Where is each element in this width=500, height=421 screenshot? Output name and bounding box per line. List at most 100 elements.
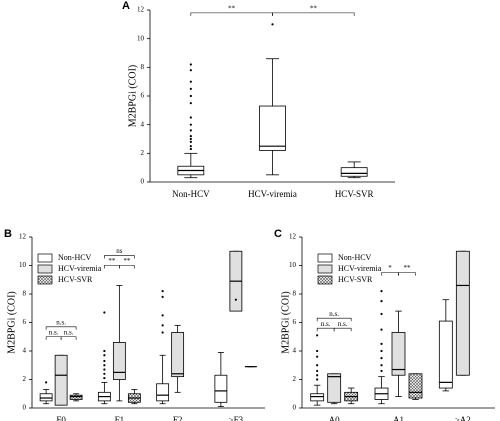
outlier <box>316 355 319 358</box>
outlier <box>189 116 192 119</box>
box <box>69 394 83 400</box>
outlier <box>189 102 192 105</box>
significance-label: ** <box>123 257 131 265</box>
legend-swatch <box>37 253 53 263</box>
outlier <box>161 314 164 317</box>
outlier <box>189 87 192 90</box>
outlier <box>271 23 274 26</box>
outlier <box>316 349 319 353</box>
significance-bracket <box>333 327 352 332</box>
outlier <box>189 69 192 72</box>
significance-bracket <box>316 327 335 332</box>
significance-label: * <box>388 264 392 272</box>
y-tick-label: 6 <box>293 318 297 326</box>
y-tick-label: 2 <box>23 375 27 383</box>
box <box>214 374 228 403</box>
significance-label: n.s. <box>338 320 348 328</box>
outlier <box>380 349 383 353</box>
box <box>327 373 342 403</box>
significance-label: n.s. <box>321 320 331 328</box>
y-axis-label: M2BPGi (COI) <box>6 291 17 354</box>
legend-label: HCV-SVR <box>58 275 93 284</box>
x-tick-label: F0 <box>56 415 66 421</box>
outlier <box>234 298 237 301</box>
legend-label: Non-HCV <box>58 253 92 262</box>
significance-bracket <box>45 336 62 340</box>
outlier <box>189 135 192 138</box>
outlier <box>189 80 192 83</box>
box <box>310 393 325 402</box>
outlier <box>103 311 106 314</box>
y-tick-label: 8 <box>23 290 27 298</box>
y-tick-label: 0 <box>23 404 27 412</box>
significance-label: n.s. <box>49 328 59 336</box>
box <box>455 250 470 376</box>
outlier <box>103 368 106 371</box>
significance-label: ns <box>116 247 123 255</box>
outlier <box>316 369 319 373</box>
outlier <box>161 290 164 293</box>
box <box>340 167 368 177</box>
box <box>54 354 68 406</box>
box <box>171 332 185 378</box>
box <box>391 332 406 376</box>
y-tick-label: 8 <box>293 290 297 298</box>
outlier <box>161 295 164 298</box>
outlier <box>189 123 192 126</box>
outlier <box>161 331 164 334</box>
significance-label: n.s. <box>56 318 66 326</box>
y-tick-label: 12 <box>137 6 145 14</box>
outlier <box>316 364 319 367</box>
y-tick-label: 10 <box>289 261 297 269</box>
outlier <box>161 324 164 327</box>
significance-label: ** <box>404 264 412 272</box>
y-tick-label: 4 <box>23 347 27 355</box>
outlier <box>316 334 319 337</box>
significance-bracket <box>190 12 273 16</box>
outlier <box>380 369 383 373</box>
legend-swatch <box>37 275 53 285</box>
legend-swatch <box>317 275 333 285</box>
outlier <box>189 140 192 143</box>
y-tick-label: 12 <box>19 233 27 241</box>
significance-label: ** <box>108 257 116 265</box>
significance-bracket <box>104 255 135 259</box>
x-tick-label: A1 <box>393 415 404 421</box>
outlier <box>380 342 383 345</box>
box <box>259 105 286 151</box>
panel-label: A <box>122 0 130 12</box>
box <box>112 342 126 380</box>
x-tick-label: F1 <box>115 415 125 421</box>
box <box>408 373 423 399</box>
outlier <box>380 357 383 360</box>
y-tick-label: 0 <box>141 178 145 186</box>
legend-swatch <box>37 264 53 274</box>
outlier <box>189 94 192 98</box>
y-tick-label: 2 <box>141 149 145 157</box>
outlier <box>103 376 106 380</box>
significance-label: ** <box>310 4 318 12</box>
outlier <box>189 63 192 66</box>
outlier <box>316 378 319 381</box>
y-tick-label: 10 <box>19 261 27 269</box>
outlier <box>380 290 383 293</box>
y-tick-label: 12 <box>289 233 297 241</box>
box <box>39 393 53 402</box>
box <box>438 320 453 389</box>
legend-label: HCV-viremia <box>58 264 102 273</box>
legend-label: HCV-SVR <box>338 275 373 284</box>
x-tick-label: ≥A2 <box>455 415 471 421</box>
outlier <box>103 372 106 375</box>
x-tick-label: ≥F3 <box>229 415 244 421</box>
y-tick-label: 4 <box>141 120 145 128</box>
significance-bracket <box>104 265 120 269</box>
y-tick-label: 2 <box>293 375 297 383</box>
legend-label: HCV-viremia <box>338 264 382 273</box>
y-tick-label: 0 <box>293 404 297 412</box>
y-tick-label: 8 <box>141 63 145 71</box>
outlier <box>103 364 106 367</box>
x-tick-label: HCV-SVR <box>335 189 374 199</box>
significance-bracket <box>381 272 399 276</box>
y-tick-label: 6 <box>141 92 145 100</box>
